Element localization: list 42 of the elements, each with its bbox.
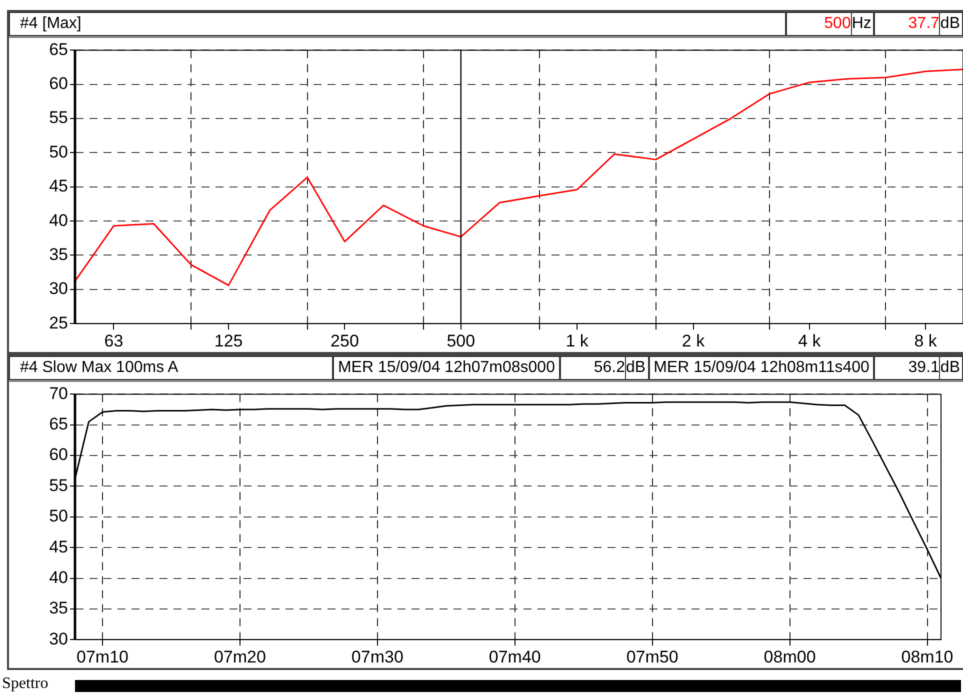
text: 500Hz bbox=[786, 13, 872, 35]
y-tick-label: 35 bbox=[49, 598, 68, 618]
y-tick-label: 55 bbox=[49, 476, 68, 495]
x-tick-label: 2 k bbox=[682, 331, 706, 350]
text: 37.7dB bbox=[875, 13, 960, 35]
x-tick-label: 1 k bbox=[566, 331, 589, 350]
y-tick-label: 45 bbox=[49, 176, 68, 196]
x-tick-label: 4 k bbox=[798, 331, 822, 350]
y-tick-label: 70 bbox=[49, 384, 68, 403]
y-tick-label: 50 bbox=[49, 142, 68, 162]
y-tick-label: 40 bbox=[49, 568, 68, 587]
chart-title: #4 [Max] bbox=[9, 12, 786, 36]
y-tick-label: 25 bbox=[49, 313, 68, 332]
text: MER 15/09/04 12h08m11s400 bbox=[648, 356, 874, 380]
text: 56.2dB bbox=[560, 357, 646, 379]
x-tick-label: 125 bbox=[214, 331, 243, 350]
text: Spettro bbox=[2, 675, 48, 693]
x-tick-label: 08m10 bbox=[901, 647, 954, 666]
x-tick-label: 500 bbox=[446, 331, 476, 350]
x-tick-label: 08m00 bbox=[764, 647, 816, 666]
y-tick-label: 60 bbox=[49, 74, 68, 94]
y-tick-label: 65 bbox=[49, 40, 68, 59]
x-tick-label: 8 k bbox=[914, 331, 938, 350]
x-tick-label: 07m50 bbox=[626, 647, 678, 666]
y-tick-label: 35 bbox=[49, 244, 68, 264]
x-tick-label: 07m10 bbox=[76, 647, 128, 666]
y-tick-label: 50 bbox=[49, 506, 68, 526]
y-tick-label: 60 bbox=[49, 445, 68, 464]
x-tick-label: 07m30 bbox=[351, 647, 404, 666]
chart-title: #4 Slow Max 100ms A bbox=[9, 356, 333, 380]
y-tick-label: 30 bbox=[49, 279, 68, 298]
x-tick-label: 07m40 bbox=[488, 647, 541, 666]
y-tick-label: 65 bbox=[49, 414, 68, 434]
y-tick-label: 30 bbox=[49, 629, 68, 648]
x-tick-label: 63 bbox=[104, 331, 124, 350]
text: MER 15/09/04 12h07m08s000 bbox=[332, 356, 560, 380]
y-tick-label: 45 bbox=[49, 537, 68, 556]
x-tick-label: 250 bbox=[330, 331, 359, 350]
x-tick-label: 07m20 bbox=[214, 647, 266, 666]
y-tick-label: 40 bbox=[49, 210, 68, 230]
text: 39.1dB bbox=[875, 357, 960, 379]
y-tick-label: 55 bbox=[49, 108, 68, 128]
